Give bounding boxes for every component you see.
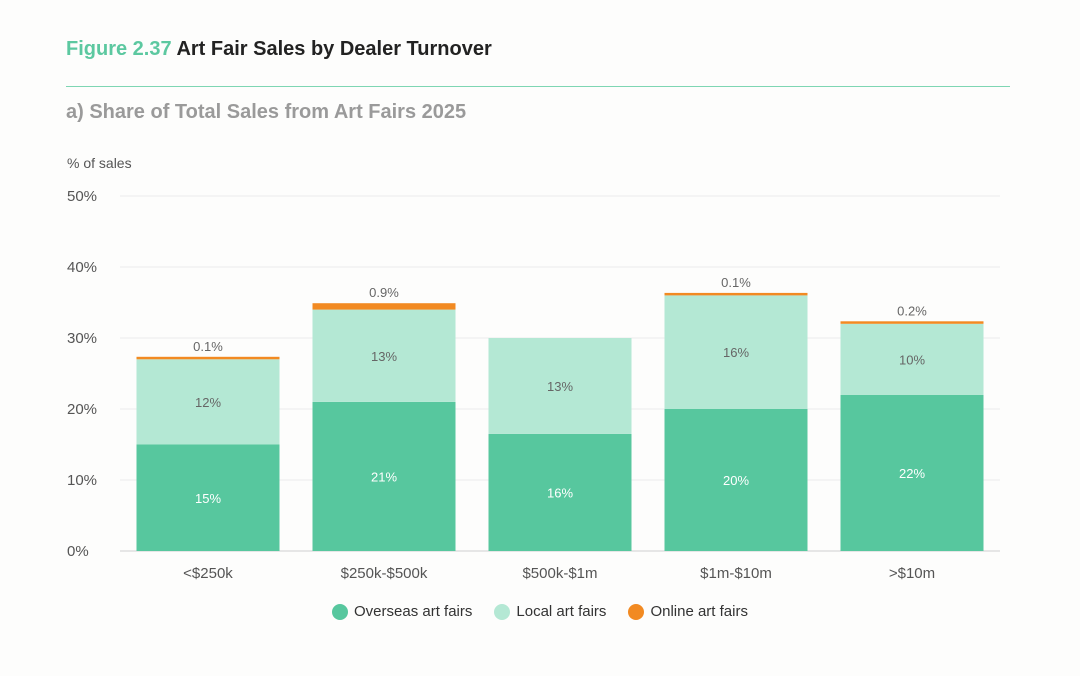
bar-segment-overseas-art-fairs	[136, 444, 280, 551]
figure-number: Figure 2.37	[66, 38, 172, 60]
legend-item: Local art fairs	[494, 603, 606, 620]
bar-segment-online-art-fairs	[312, 303, 456, 310]
data-label: 13%	[371, 349, 397, 364]
data-label: 16%	[723, 345, 749, 360]
data-label: 0.2%	[897, 303, 927, 318]
bar-segment-local-art-fairs	[840, 323, 984, 395]
data-label: 22%	[899, 466, 925, 481]
bar-segment-online-art-fairs	[664, 292, 808, 296]
x-tick-label: $1m-$10m	[700, 565, 772, 582]
data-label: 12%	[195, 395, 221, 410]
bar-segment-overseas-art-fairs	[840, 394, 984, 551]
data-label: 20%	[723, 473, 749, 488]
legend-label: Local art fairs	[516, 603, 607, 620]
figure-title: Figure 2.37 Art Fair Sales by Dealer Tur…	[66, 38, 492, 61]
y-tick-label: 50%	[67, 188, 97, 205]
bar-segment-overseas-art-fairs	[312, 401, 456, 551]
bar-segment-overseas-art-fairs	[664, 409, 808, 551]
y-tick-label: 30%	[67, 330, 97, 347]
chart-legend: Overseas art fairs Local art fairs Online …	[0, 603, 1080, 620]
y-tick-label: 10%	[67, 472, 97, 489]
bar-segment-local-art-fairs	[136, 359, 280, 445]
x-tick-label: <$250k	[183, 565, 233, 582]
bar-segment-online-art-fairs	[136, 356, 280, 360]
data-label: 0.1%	[721, 275, 751, 290]
x-tick-label: $500k-$1m	[522, 565, 597, 582]
bar-segment-online-art-fairs	[840, 321, 984, 324]
data-label: 13%	[547, 379, 573, 394]
legend-item: Online art fairs	[628, 603, 748, 620]
bar-segment-local-art-fairs	[664, 295, 808, 409]
data-label: 10%	[899, 352, 925, 367]
legend-label: Online art fairs	[650, 603, 748, 620]
y-tick-label: 20%	[67, 401, 97, 418]
legend-swatch	[494, 603, 511, 620]
legend-swatch	[332, 603, 349, 620]
data-label: 0.1%	[193, 339, 223, 354]
legend-swatch	[628, 603, 645, 620]
y-tick-label: 40%	[67, 259, 97, 276]
legend-item: Overseas art fairs	[332, 603, 472, 620]
chart-subtitle: a) Share of Total Sales from Art Fairs 2…	[66, 101, 467, 123]
x-tick-label: $250k-$500k	[341, 565, 428, 582]
bar-segment-overseas-art-fairs	[488, 433, 632, 551]
data-label: 16%	[547, 485, 573, 500]
figure-title-text: Art Fair Sales by Dealer Turnover	[176, 38, 492, 60]
title-divider	[66, 86, 1010, 87]
y-axis-label: % of sales	[67, 155, 132, 171]
y-tick-label: 0%	[67, 543, 89, 560]
bar-segment-local-art-fairs	[312, 309, 456, 402]
legend-label: Overseas art fairs	[354, 603, 473, 620]
x-tick-label: >$10m	[889, 565, 935, 582]
data-label: 15%	[195, 491, 221, 506]
data-label: 21%	[371, 469, 397, 484]
data-label: 0.9%	[369, 285, 399, 300]
bar-segment-local-art-fairs	[488, 338, 632, 434]
